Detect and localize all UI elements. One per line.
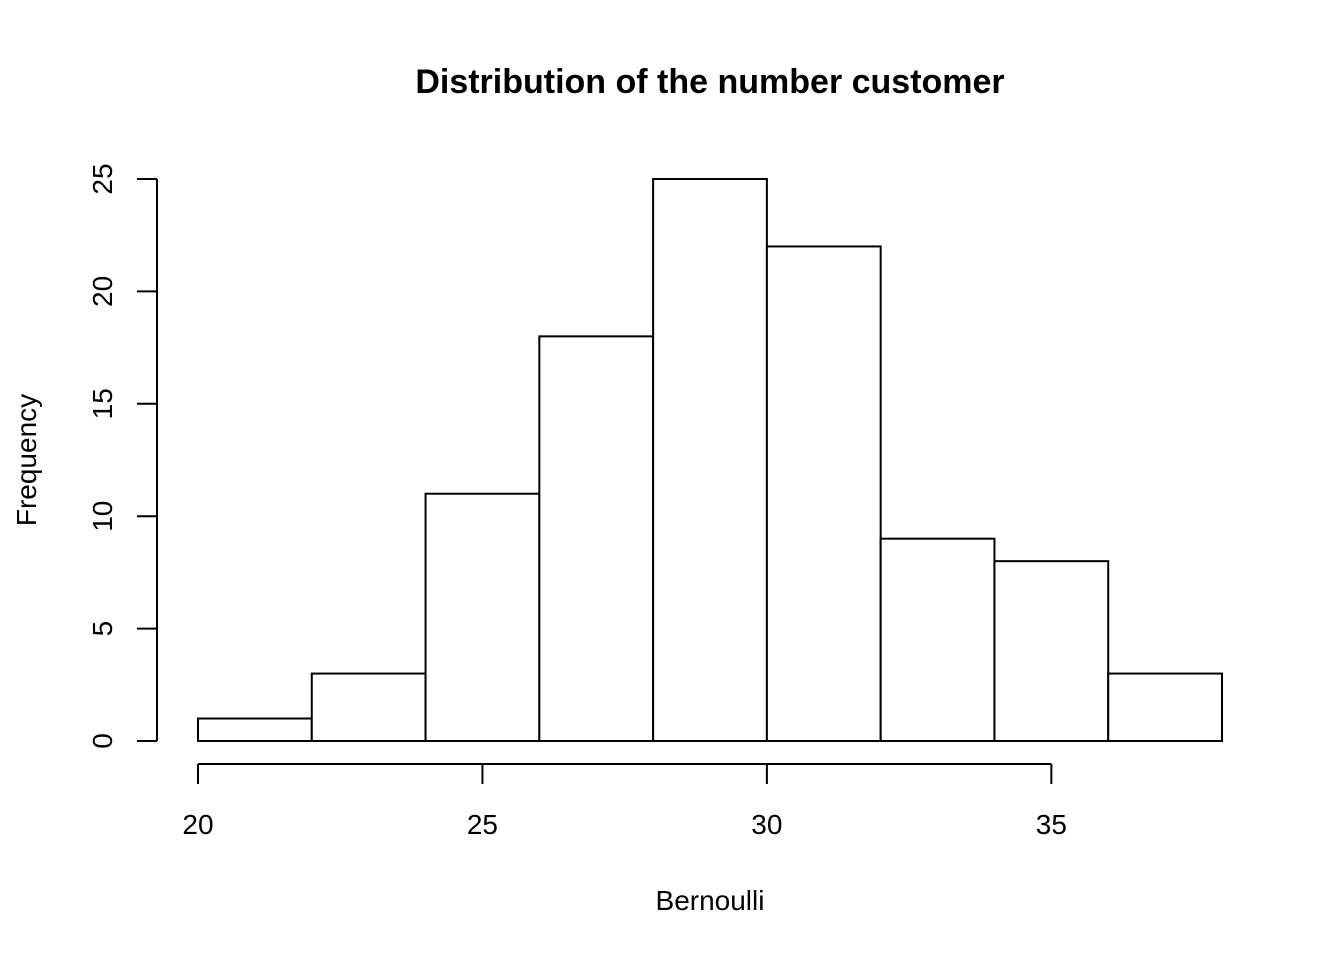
x-axis-label: Bernoulli xyxy=(656,885,765,916)
chart-title: Distribution of the number customer xyxy=(415,63,1004,101)
bars-group xyxy=(197,178,1223,743)
y-tick-label-25: 25 xyxy=(87,163,118,194)
histogram-bar-4 xyxy=(652,178,768,742)
y-tick-label-20: 20 xyxy=(87,276,118,307)
y-tick-label-10: 10 xyxy=(87,501,118,532)
x-axis: 20 25 30 35 xyxy=(182,763,1067,840)
histogram-bar-5 xyxy=(765,245,882,742)
histogram-bar-1 xyxy=(310,672,427,742)
x-tick-label-20: 20 xyxy=(182,809,213,840)
histogram-bar-3 xyxy=(538,335,655,742)
x-tick-label-30: 30 xyxy=(751,809,782,840)
histogram-bar-6 xyxy=(879,537,996,742)
y-tick-label-15: 15 xyxy=(87,388,118,419)
y-tick-label-0: 0 xyxy=(87,733,118,749)
histogram-bar-8 xyxy=(1107,672,1223,742)
histogram-bar-7 xyxy=(993,560,1110,742)
x-tick-label-35: 35 xyxy=(1036,809,1067,840)
histogram-bar-2 xyxy=(424,492,541,742)
y-axis-label: Frequency xyxy=(11,394,42,526)
histogram-bar-0 xyxy=(197,717,313,743)
y-tick-label-5: 5 xyxy=(87,621,118,637)
x-tick-label-25: 25 xyxy=(467,809,498,840)
y-axis: 0 5 10 15 20 25 xyxy=(87,163,158,749)
